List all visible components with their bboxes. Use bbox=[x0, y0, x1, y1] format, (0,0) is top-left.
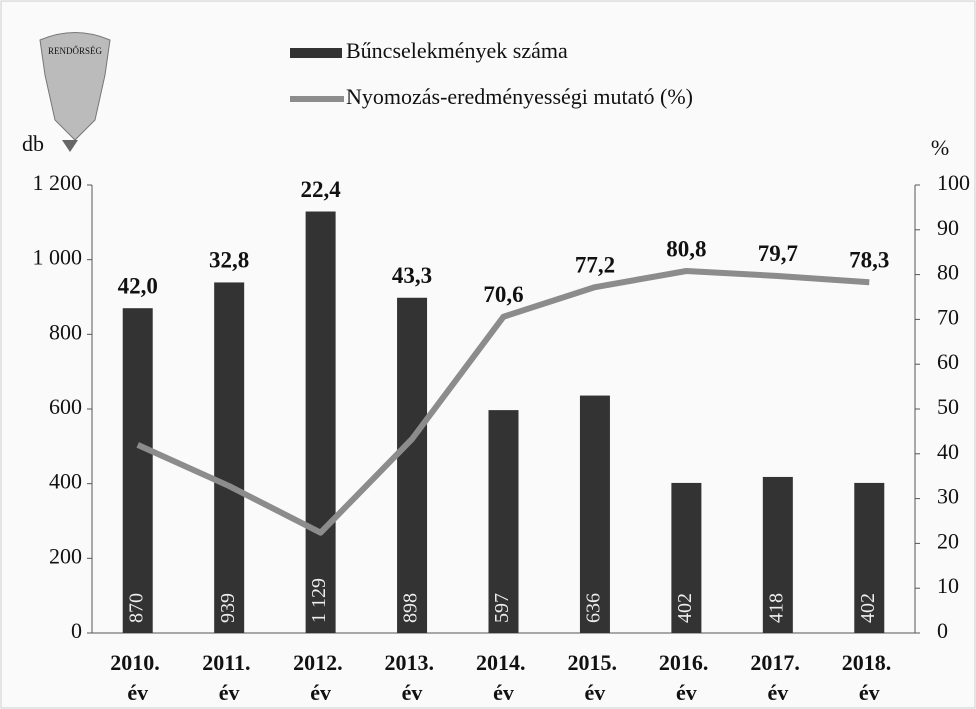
line-value-label: 80,8 bbox=[666, 236, 706, 261]
bar bbox=[397, 297, 428, 633]
bar bbox=[762, 476, 793, 633]
y2-tick-label: 100 bbox=[937, 170, 970, 195]
bar-value-label: 1 129 bbox=[308, 578, 330, 623]
bar bbox=[671, 482, 702, 633]
y-tick-label: 200 bbox=[49, 543, 82, 568]
bar-value-label: 636 bbox=[583, 593, 605, 623]
line-value-label: 22,4 bbox=[300, 177, 341, 202]
bar bbox=[488, 410, 519, 633]
y-tick-label: 400 bbox=[49, 469, 82, 494]
bar bbox=[579, 395, 610, 633]
y-tick-label: 0 bbox=[71, 618, 82, 643]
x-tick-label: 2014. év bbox=[476, 650, 531, 705]
bar-value-label: 418 bbox=[765, 593, 787, 623]
y-tick-label: 800 bbox=[49, 319, 82, 344]
y2-tick-label: 40 bbox=[937, 439, 959, 464]
legend-label: Nyomozás-eredményességi mutató (%) bbox=[346, 84, 693, 109]
line bbox=[136, 268, 870, 536]
y2-tick-label: 50 bbox=[937, 394, 959, 419]
line-value-label: 78,3 bbox=[849, 247, 889, 272]
x-tick-label: 2017. év bbox=[750, 650, 805, 705]
x-tick-label: 2018. év bbox=[842, 650, 897, 705]
x-tick-label: 2015. év bbox=[567, 650, 622, 705]
legend-label: Bűncselekmények száma bbox=[346, 38, 568, 63]
line-value-label: 70,6 bbox=[483, 282, 523, 307]
y-tick-label: 1 000 bbox=[33, 245, 83, 270]
x-tick-label: 2010. év bbox=[110, 650, 165, 705]
y2-tick-label: 90 bbox=[937, 215, 959, 240]
bar bbox=[214, 282, 245, 633]
y2-tick-label: 30 bbox=[937, 484, 959, 509]
line-value-label: 79,7 bbox=[758, 241, 798, 266]
y-tick-label: 1 200 bbox=[33, 170, 83, 195]
y2-tick-label: 10 bbox=[937, 573, 959, 598]
y2-tick-label: 80 bbox=[937, 260, 959, 285]
y2-tick-label: 60 bbox=[937, 349, 959, 374]
legend-swatch bbox=[290, 48, 342, 58]
line-value-label: 43,3 bbox=[392, 263, 432, 288]
y2-tick-label: 70 bbox=[937, 304, 959, 329]
bar-value-label: 870 bbox=[125, 593, 147, 623]
y2-tick-label: 0 bbox=[937, 618, 948, 643]
bar-value-label: 402 bbox=[674, 593, 696, 623]
x-tick-label: 2013. év bbox=[385, 650, 440, 705]
x-tick-label: 2011. év bbox=[202, 650, 256, 705]
bar-value-label: 898 bbox=[400, 593, 422, 623]
bar bbox=[854, 482, 885, 633]
x-tick-label: 2012. év bbox=[293, 650, 348, 705]
bar-value-label: 402 bbox=[857, 593, 879, 623]
bar-value-label: 597 bbox=[491, 593, 513, 623]
line-value-label: 77,2 bbox=[575, 252, 615, 277]
bar-value-label: 939 bbox=[217, 593, 239, 623]
y-tick-label: 600 bbox=[49, 394, 82, 419]
y2-tick-label: 20 bbox=[937, 528, 959, 553]
line-value-label: 32,8 bbox=[209, 248, 249, 273]
x-tick-label: 2016. év bbox=[659, 650, 714, 705]
line-value-label: 42,0 bbox=[118, 273, 158, 298]
bar bbox=[305, 211, 336, 634]
y2-axis-label: % bbox=[931, 135, 949, 160]
logo-text: RENDŐRSÉG bbox=[48, 46, 103, 56]
logo: RENDŐRSÉG bbox=[39, 32, 111, 152]
bar bbox=[122, 308, 153, 633]
y-axis-label: db bbox=[22, 131, 44, 156]
